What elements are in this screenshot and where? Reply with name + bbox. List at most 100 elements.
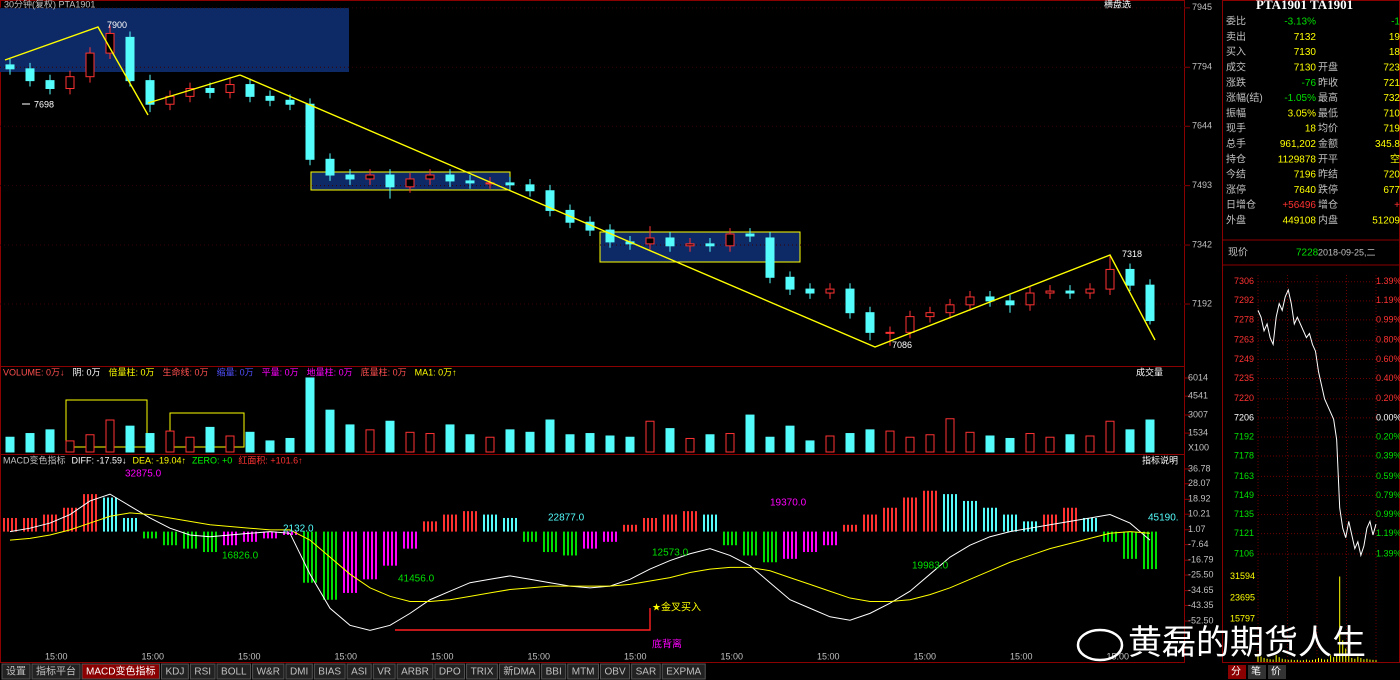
quote-value: 7130 xyxy=(1294,47,1317,58)
volume-bar xyxy=(1045,436,1055,453)
candle-body xyxy=(385,174,395,188)
divergence-line xyxy=(395,608,651,631)
volume-bar xyxy=(1085,435,1095,453)
macd-annotation: ★金叉买入 xyxy=(652,601,701,614)
volume-bar xyxy=(265,440,275,453)
candle-body xyxy=(965,296,975,306)
price-annotation: 7900 xyxy=(107,20,127,30)
y-tick-label: 7342 xyxy=(1192,239,1212,249)
quote-label: 最低 xyxy=(1318,106,1338,119)
tab[interactable]: RSI xyxy=(194,667,211,678)
quote-label: 开平 xyxy=(1318,154,1338,165)
volume-bar xyxy=(805,440,815,453)
logo xyxy=(1076,628,1124,662)
pct-label: 0.99% xyxy=(1376,314,1400,324)
volume-bar xyxy=(25,433,35,453)
tab[interactable]: BBI xyxy=(546,667,562,678)
tab[interactable]: MTM xyxy=(572,667,595,678)
indicator-header: MACD变色指标 xyxy=(3,454,66,465)
tab[interactable]: KDJ xyxy=(165,667,184,678)
volume-bar xyxy=(905,436,915,453)
price-line xyxy=(1257,288,1377,558)
volume-bar xyxy=(365,429,375,453)
y-tick-label: 7249 xyxy=(1234,354,1254,364)
quote-value: -1 xyxy=(1391,17,1400,28)
toolbar-button[interactable]: 横盘选 xyxy=(1104,0,1131,9)
volume-bar xyxy=(785,425,795,453)
quote-label: 昨结 xyxy=(1318,168,1338,181)
y-tick-label: 4541 xyxy=(1188,390,1208,400)
tab[interactable]: OBV xyxy=(605,667,626,678)
quote-label: 总手 xyxy=(1226,137,1246,150)
tab[interactable]: W&R xyxy=(257,667,280,678)
candle-body xyxy=(425,174,435,180)
volume-bar xyxy=(285,437,295,453)
tab[interactable]: DMI xyxy=(290,667,308,678)
candle-body xyxy=(325,158,335,176)
quote-label: 昨收 xyxy=(1318,76,1338,89)
volume-bar xyxy=(325,409,335,453)
candle-body xyxy=(845,288,855,314)
tab[interactable]: 笔 xyxy=(1251,665,1261,678)
candle-body xyxy=(725,233,735,247)
pct-label: 0.99% xyxy=(1376,509,1400,519)
quote-label: 卖出 xyxy=(1226,30,1246,43)
y-tick-label: -16.79 xyxy=(1188,555,1214,565)
tab[interactable]: EXPMA xyxy=(666,667,701,678)
volume-bar xyxy=(445,424,455,453)
tab[interactable]: VR xyxy=(377,667,391,678)
quote-value: 7130 xyxy=(1294,63,1317,74)
quote-label: 买入 xyxy=(1226,46,1246,58)
quote-label: 委比 xyxy=(1226,15,1246,28)
tab[interactable]: ASI xyxy=(351,667,367,678)
candle-body xyxy=(345,174,355,180)
quote-label: 跌停 xyxy=(1318,183,1338,196)
tab[interactable]: 分 xyxy=(1231,666,1241,678)
volume-bar xyxy=(605,435,615,453)
volume-bar xyxy=(1005,437,1015,453)
tab[interactable]: ARBR xyxy=(401,667,429,678)
panel-button[interactable]: 指标说明 xyxy=(1142,454,1178,465)
quote-label: 今结 xyxy=(1226,168,1246,181)
volume-bar xyxy=(985,435,995,453)
price-annotation: 7086 xyxy=(892,340,912,350)
tab-bg xyxy=(541,663,567,680)
tab[interactable]: 指标平台 xyxy=(36,665,76,678)
y-tick-label: -25.50 xyxy=(1188,569,1214,579)
quote-value: + xyxy=(1394,200,1400,211)
highlight-box xyxy=(0,8,349,72)
tab[interactable]: 设置 xyxy=(6,666,26,678)
candle-body xyxy=(1025,292,1035,306)
tab-bg xyxy=(160,663,189,680)
y-tick-label: 7206 xyxy=(1234,412,1254,422)
candle-body xyxy=(825,288,835,294)
tab[interactable]: 新DMA xyxy=(503,665,536,678)
quote-value: 1129878 xyxy=(1278,154,1317,165)
volume-bar xyxy=(965,431,975,453)
candle-body xyxy=(785,276,795,290)
candle-body xyxy=(545,190,555,211)
y-tick-label: 7945 xyxy=(1192,2,1212,12)
tab[interactable]: BOLL xyxy=(221,667,247,678)
y-tick-label: 7263 xyxy=(1234,335,1254,345)
tab[interactable]: SAR xyxy=(636,667,657,678)
tab[interactable]: BIAS xyxy=(318,667,341,678)
tab-bg xyxy=(372,663,396,680)
tab[interactable]: TRIX xyxy=(471,667,494,678)
quote-value: 19 xyxy=(1389,32,1400,43)
candle-body xyxy=(205,87,215,93)
quote-label: 均价 xyxy=(1318,123,1338,135)
candle-body xyxy=(405,178,415,188)
tab[interactable]: 价 xyxy=(1271,666,1281,678)
y-tick-label: 7493 xyxy=(1192,180,1212,190)
quote-value: 732 xyxy=(1383,93,1400,104)
tab[interactable]: MACD变色指标 xyxy=(86,665,155,678)
tab-bg xyxy=(567,663,600,680)
volume-bar xyxy=(5,436,15,453)
quote-label: 最高 xyxy=(1318,91,1338,104)
quote-label: 外盘 xyxy=(1226,214,1246,227)
candle-body xyxy=(465,180,475,184)
panel-button[interactable]: 成交量 xyxy=(1136,366,1163,377)
tab[interactable]: DPO xyxy=(439,667,461,678)
